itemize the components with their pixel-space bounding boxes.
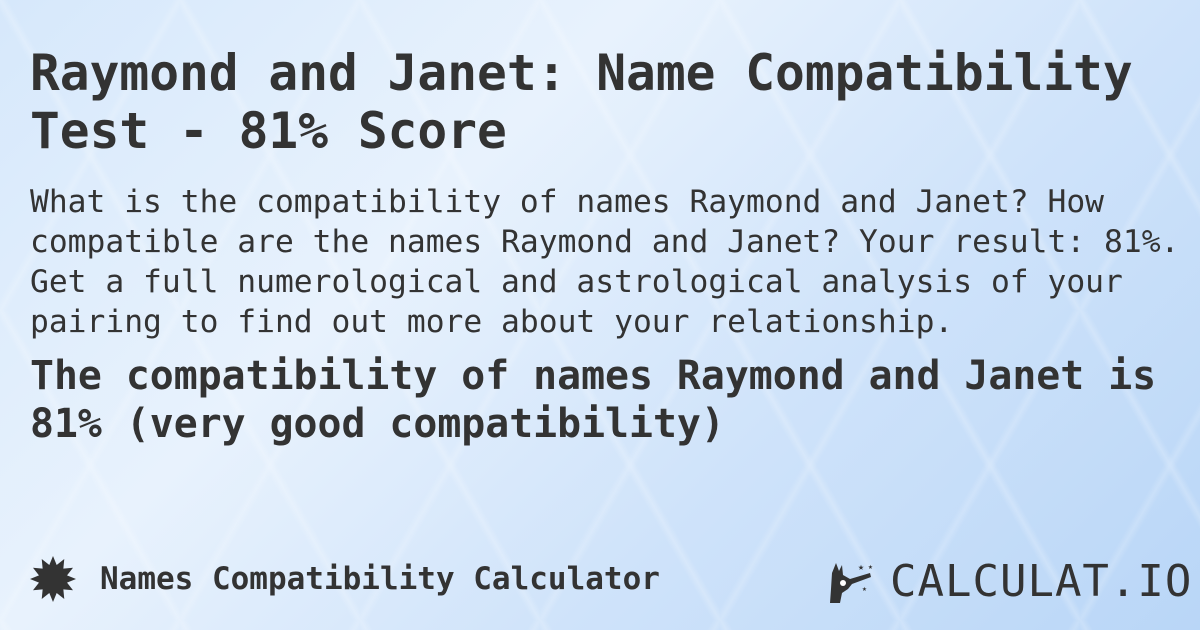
calculator-label: Names Compatibility Calculator	[30, 556, 660, 602]
description: What is the compatibility of names Raymo…	[30, 184, 1180, 340]
svg-text:★: ★	[862, 584, 867, 593]
svg-text:★: ★	[858, 562, 864, 573]
result-heading: The compatibility of names Raymond and J…	[30, 353, 1157, 447]
calculat-io-logo[interactable]: ★ ★ ★ CALCULAT.IO	[828, 556, 1192, 607]
page-title: Raymond and Janet: Name Compatibility Te…	[30, 44, 1133, 160]
badge-star-icon	[30, 556, 76, 602]
magic-hand-icon: ★ ★ ★	[830, 562, 873, 603]
calculator-name: Names Compatibility Calculator	[100, 561, 660, 597]
logo-text: CALCULAT.IO	[890, 556, 1193, 607]
svg-text:★: ★	[868, 562, 873, 571]
